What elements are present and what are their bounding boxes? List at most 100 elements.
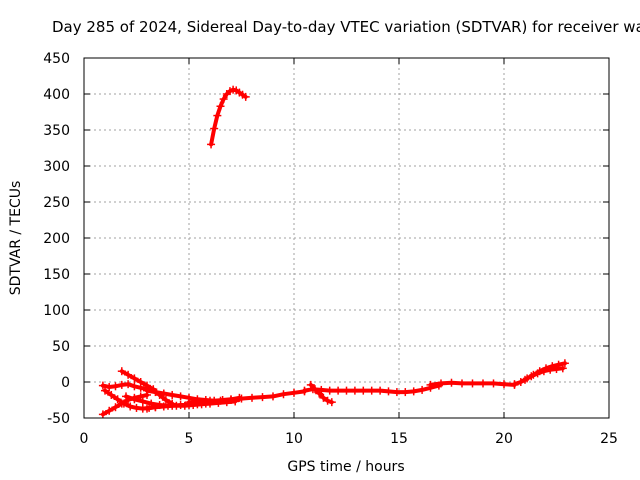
data-point	[237, 394, 246, 403]
y-tick-label: 50	[52, 339, 70, 355]
y-tick-label: 350	[43, 123, 70, 139]
x-tick-label: 15	[390, 431, 408, 447]
data-point	[269, 392, 277, 401]
data-point	[136, 378, 145, 386]
data-point	[130, 382, 139, 391]
data-point	[124, 380, 133, 389]
data-point	[143, 386, 151, 395]
data-point	[213, 111, 222, 120]
data-point	[315, 389, 324, 398]
data-point	[159, 389, 168, 398]
data-point	[161, 396, 170, 404]
data-point	[468, 379, 477, 388]
data-point	[489, 379, 498, 388]
y-tick-label: -50	[47, 411, 70, 427]
plot-frame	[83, 57, 610, 419]
data-point	[418, 385, 427, 394]
y-tick-label: 300	[43, 159, 70, 175]
data-point	[138, 397, 147, 406]
x-tick-label: 0	[80, 431, 89, 447]
series-arc-i	[300, 381, 443, 397]
grid	[84, 58, 609, 418]
data-point	[126, 402, 135, 411]
data-point	[350, 386, 359, 395]
data-point	[105, 406, 114, 415]
data-point	[219, 95, 228, 104]
series-line	[209, 87, 248, 147]
data-point	[323, 396, 332, 405]
data-point	[248, 393, 256, 402]
data-point	[521, 375, 529, 384]
y-axis-label: SDTVAR / TECUs	[8, 181, 24, 296]
data-point	[392, 388, 401, 397]
data-point	[426, 380, 435, 389]
y-tick-label: 0	[61, 375, 70, 391]
data-point	[98, 381, 107, 390]
x-tick-label: 5	[185, 431, 194, 447]
data-point	[500, 380, 508, 389]
data-point	[516, 378, 525, 386]
data-point	[527, 372, 536, 381]
data-point	[130, 374, 139, 383]
data-series	[98, 85, 569, 419]
data-point	[124, 370, 133, 379]
data-point	[319, 393, 328, 402]
data-point	[206, 396, 214, 405]
data-point	[119, 399, 128, 408]
data-point	[558, 364, 567, 373]
data-point	[367, 386, 376, 395]
data-point	[560, 359, 569, 368]
data-point	[327, 398, 336, 407]
data-point	[151, 388, 160, 397]
data-point	[207, 140, 216, 149]
x-axis-label: GPS time / hours	[287, 459, 404, 475]
data-point	[447, 378, 456, 387]
data-point	[533, 369, 542, 378]
data-point	[111, 382, 120, 391]
chart-title: Day 285 of 2024, Sidereal Day-to-day VTE…	[52, 18, 640, 36]
data-point	[401, 388, 410, 397]
y-tick-label: 450	[43, 51, 70, 67]
y-tick-label: 250	[43, 195, 70, 211]
data-point	[195, 397, 204, 406]
data-point	[143, 404, 151, 413]
series-arc-a	[98, 380, 151, 394]
series-arc-j	[306, 380, 336, 407]
data-point	[107, 390, 116, 399]
data-point	[279, 390, 288, 399]
y-tick-label: 100	[43, 303, 70, 319]
data-point	[159, 402, 168, 411]
data-point	[216, 102, 225, 111]
data-point	[117, 367, 126, 376]
y-tick-label: 200	[43, 231, 70, 247]
y-tick-labels: -50 0 50 100 150 200 250 300 350 400 450	[43, 51, 70, 427]
data-point	[384, 387, 393, 396]
data-point	[334, 386, 343, 395]
data-point	[290, 388, 298, 397]
data-point	[300, 386, 309, 395]
data-point	[122, 392, 130, 401]
data-point	[168, 390, 177, 399]
data-point	[151, 403, 160, 412]
data-point	[176, 401, 185, 410]
data-point	[168, 401, 177, 410]
data-point	[258, 393, 267, 402]
data-point	[479, 379, 487, 388]
y-tick-label: 400	[43, 87, 70, 103]
data-point	[325, 386, 334, 395]
data-point	[437, 379, 445, 388]
data-point	[113, 395, 122, 404]
series-arc-k	[426, 378, 519, 389]
data-point	[241, 92, 250, 101]
data-point	[130, 395, 139, 404]
data-point	[359, 386, 368, 395]
y-tick-label: 150	[43, 267, 70, 283]
data-point	[98, 410, 107, 419]
data-point	[185, 398, 193, 407]
data-point	[458, 379, 466, 388]
series-spike-arc	[207, 85, 250, 149]
x-tick-label: 20	[495, 431, 513, 447]
data-point	[101, 386, 109, 395]
data-point	[111, 403, 120, 412]
data-point	[539, 367, 548, 376]
